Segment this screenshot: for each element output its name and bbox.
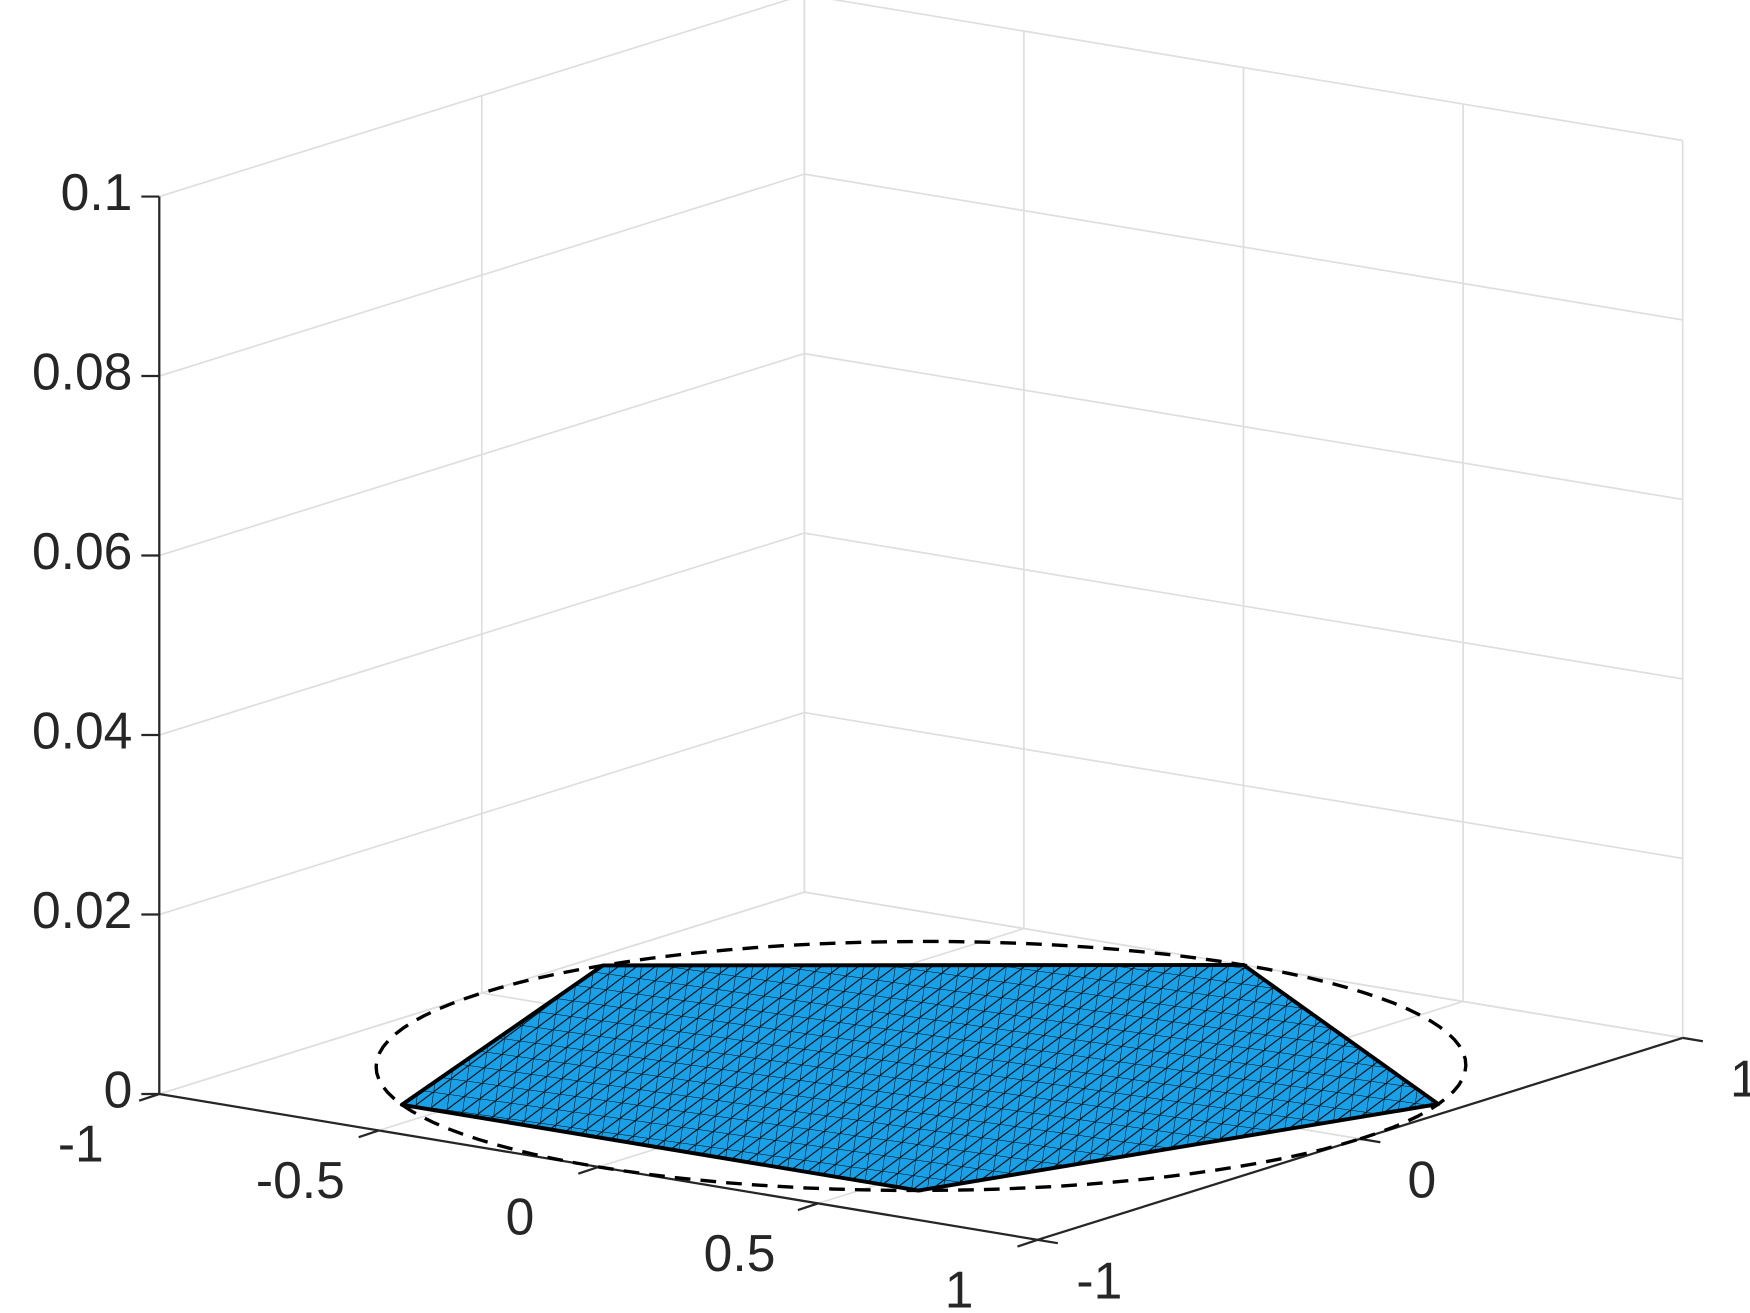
z-tick-label: 0.04 [32,702,132,760]
y-tick-label: 0 [1408,1150,1437,1208]
y-tick [1682,1036,1704,1043]
grid-line [804,173,1683,321]
grid-line [159,891,805,1095]
z-tick-label: 0.08 [32,343,132,401]
grid-line [159,173,805,377]
x-tick-label: 1 [945,1260,974,1313]
x-tick [797,1202,819,1212]
grid-line [159,352,805,557]
z-tick-label: 0.02 [32,881,132,939]
z-tick-label: 0.06 [32,522,132,580]
x-tick-label: 0 [506,1187,535,1245]
reference-circle [374,939,1468,1193]
grid-line [159,0,791,198]
y-tick-label: 1 [1730,1049,1750,1107]
x-tick-label: -0.5 [256,1151,345,1209]
grid-line [804,711,1683,860]
x-tick [138,1092,160,1102]
grid-line [831,0,1683,142]
y-tick-label: -1 [1076,1251,1122,1309]
z-tick-label: 0 [104,1061,133,1119]
grid-line [804,532,1683,680]
grid-line [804,352,1683,501]
x-tick [1017,1238,1039,1248]
surface-mesh [399,963,1441,1193]
x-tick-label: -1 [58,1114,104,1172]
grid-line [159,532,805,736]
x-tick [358,1129,380,1139]
x-tick [577,1165,599,1175]
z-tick-label: 0.1 [61,163,133,221]
grid-line [159,711,805,916]
x-tick-label: 0.5 [704,1224,776,1282]
y-tick [1037,1238,1059,1245]
